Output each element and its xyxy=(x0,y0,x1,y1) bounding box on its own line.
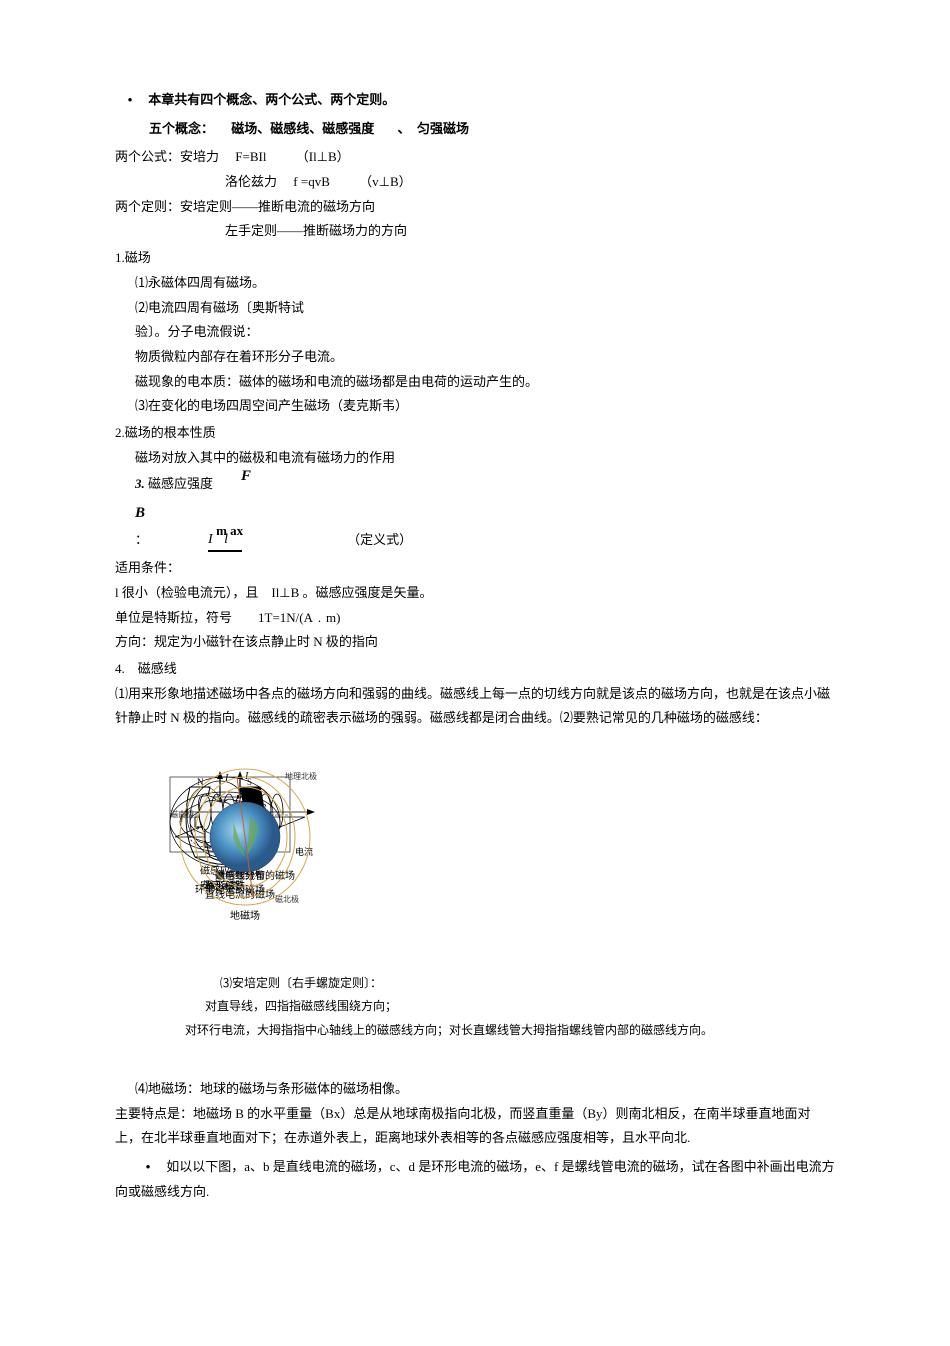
s3-cond-title: 适用条件： xyxy=(115,556,835,581)
s3-cond-body: l 很小（检验电流元），且 Il⊥B 。磁感应强度是矢量。 xyxy=(115,581,835,606)
five-concepts-label: 五个概念： xyxy=(149,121,214,136)
diagram-area: N S 条形磁铁 N S 蹄形磁铁 xyxy=(165,767,835,1057)
five-concepts-tail: 、 匀强磁场 xyxy=(398,121,470,136)
exercise-line: • 如以以下图，a、b 是直线电流的磁场，c、d 是环形电流的磁场，e、f 是螺… xyxy=(115,1155,835,1204)
s1-p6: ⑶在变化的电场四周空间产生磁场（麦克斯韦） xyxy=(115,394,835,419)
colon: ： xyxy=(135,528,148,553)
s2-body: 磁场对放入其中的磁极和电流有磁场力的作用 xyxy=(135,450,395,465)
s1-p2: ⑵电流四周有磁场〔奥斯特试 xyxy=(115,296,835,321)
section-2-title: 2.磁场的根本性质 xyxy=(115,421,835,446)
two-formulas-ampere: 两个公式：安培力 F=BIl （Il⊥B） xyxy=(115,145,835,170)
s1-p3: 验〕。分子电流假说： xyxy=(115,320,835,345)
ampere-expr: F=BIl xyxy=(235,149,266,164)
ampere-label: 两个公式：安培力 xyxy=(115,149,219,164)
section-1-title: 1.磁场 xyxy=(115,246,835,271)
s1-p4: 物质微粒内部存在着环形分子电流。 xyxy=(115,345,835,370)
lorentz-cond: （v⊥B） xyxy=(359,174,412,189)
earth-field-icon: 地理北极 磁南极 磁北极 xyxy=(165,767,325,907)
header-line1-text: 本章共有四个概念、两个公式、两个定则。 xyxy=(148,92,395,107)
five-concepts-list: 磁场、磁感线、磁感强度 xyxy=(231,121,374,136)
s4earth-title: ⑷地磁场：地球的磁场与条形磁体的磁场相像。 xyxy=(115,1077,835,1102)
formula-definition: B ： I l m ax （定义式） xyxy=(115,499,835,552)
svg-text:地理北极: 地理北极 xyxy=(285,771,317,781)
bullet-icon: • xyxy=(115,88,145,113)
section-4-title: 4. 磁感线 xyxy=(115,657,835,682)
symbol-max: m ax xyxy=(216,524,243,537)
formula-F-inline: F xyxy=(223,462,251,491)
two-rules-lefthand: 左手定则——推断磁场力的方向 xyxy=(115,219,835,244)
fraction-bar-icon xyxy=(208,550,242,552)
lorentz-expr: f =qvB xyxy=(293,174,330,189)
header-line-2: 五个概念： 磁场、磁感线、磁感强度 、 匀强磁场 xyxy=(115,117,835,142)
s3rule-title: ⑶安培定则〔右手螺旋定则〕： xyxy=(220,972,382,995)
formula-left: B ： xyxy=(135,499,148,552)
s1-p1: ⑴永磁体四周有磁场。 xyxy=(115,271,835,296)
header-line-1: • 本章共有四个概念、两个公式、两个定则。 xyxy=(115,88,835,113)
bullet-icon-2: • xyxy=(133,1155,163,1180)
label-earth-field: 地磁场 xyxy=(165,907,325,926)
s3-prefix: 3. xyxy=(135,476,145,491)
s4-body: ⑴用来形象地描述磁场中各点的磁场方向和强弱的曲线。磁感线上每一点的切线方向就是该… xyxy=(115,682,835,731)
s4earth-body: 主要特点是：地磁场 B 的水平重量（Bx）总是从地球南极指向北极，而竖直重量（B… xyxy=(115,1102,835,1151)
s3-rest: 磁感应强度 xyxy=(148,476,213,491)
s3rule-l2: 对环行电流，大拇指指中心轴线上的磁感线方向；对长直螺线管大拇指指螺线管内部的磁感… xyxy=(185,1019,785,1042)
diagram-earth-field: 地理北极 磁南极 磁北极 地磁场 xyxy=(165,767,325,926)
exercise-text: 如以以下图，a、b 是直线电流的磁场，c、d 是环形电流的磁场，e、f 是螺线管… xyxy=(115,1159,835,1199)
s1-p5: 磁现象的电本质：磁体的磁场和电流的磁场都是由电荷的运动产生的。 xyxy=(115,370,835,395)
s2-body-wrap: 磁场对放入其中的磁极和电流有磁场力的作用 F xyxy=(115,446,835,471)
symbol-B: B xyxy=(135,499,148,528)
two-formulas-lorentz: 洛伦兹力 f =qvB （v⊥B） xyxy=(115,170,835,195)
s3rule-l1: 对直导线，四指指磁感线围绕方向； xyxy=(205,995,397,1018)
s3-unit: 单位是特斯拉，符号 1T=1N/(A﹒m) xyxy=(115,606,835,631)
ampere-cond: （Il⊥B） xyxy=(296,149,350,164)
svg-text:磁南极: 磁南极 xyxy=(170,809,194,819)
formula-right: I l m ax xyxy=(208,533,265,552)
lorentz-label: 洛伦兹力 xyxy=(225,174,277,189)
svg-text:磁北极: 磁北极 xyxy=(275,894,299,904)
two-rules-ampere: 两个定则：安培定则——推断电流的磁场方向 xyxy=(115,195,835,220)
definition-label: （定义式） xyxy=(347,528,412,553)
s3-direction: 方向：规定为小磁针在该点静止时 N 极的指向 xyxy=(115,630,835,655)
